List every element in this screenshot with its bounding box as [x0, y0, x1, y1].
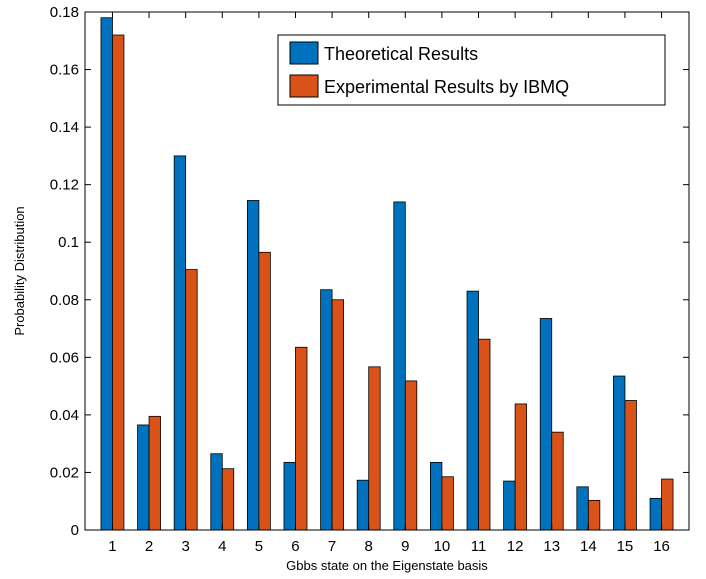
- y-tick-label: 0.02: [50, 464, 79, 481]
- bar-series2-cat13: [551, 431, 564, 531]
- y-tick-label: 0.04: [50, 407, 79, 424]
- x-tick-label: 8: [365, 538, 373, 555]
- bar-series1-cat16: [649, 497, 662, 531]
- bar-series1-cat8: [356, 479, 370, 531]
- x-tick-label: 12: [507, 538, 524, 555]
- x-tick-label: 7: [328, 538, 336, 555]
- bar-series2-cat15: [624, 400, 637, 531]
- y-tick-label: 0.14: [50, 119, 79, 136]
- x-tick-label: 3: [181, 538, 189, 555]
- bar-series1-cat5: [246, 200, 260, 531]
- legend-swatch-theoretical: [289, 41, 319, 65]
- bar-series1-cat1: [100, 17, 113, 531]
- bar-series2-cat7: [331, 299, 344, 531]
- bar-series1-cat10: [430, 461, 443, 531]
- x-tick-label: 2: [145, 538, 153, 555]
- bar-series1-cat9: [393, 201, 406, 531]
- legend: Theoretical Results Experimental Results…: [277, 34, 666, 106]
- bar-series1-cat6: [283, 461, 296, 531]
- bar-series1-cat2: [137, 424, 150, 531]
- bar-series1-cat11: [466, 290, 479, 531]
- legend-label-experimental: Experimental Results by IBMQ: [324, 77, 569, 97]
- ticks-layer: [85, 11, 689, 531]
- y-tick-label: 0.16: [50, 62, 79, 79]
- x-tick-label: 15: [617, 538, 634, 555]
- y-axis-title: Probability Distribution: [12, 206, 27, 335]
- bar-series2-cat16: [661, 478, 674, 531]
- bar-series2-cat10: [441, 476, 454, 531]
- x-tick-label: 13: [543, 538, 560, 555]
- x-tick-label: 11: [471, 538, 487, 555]
- y-tick-label: 0.1: [58, 234, 79, 251]
- y-tick-label: 0.06: [50, 349, 79, 366]
- bar-series2-cat12: [514, 403, 528, 531]
- y-tick-label: 0.08: [50, 292, 79, 309]
- x-tick-label: 6: [291, 538, 299, 555]
- bar-series2-cat9: [404, 380, 418, 531]
- bar-series1-cat15: [613, 375, 626, 531]
- legend-swatch-experimental: [289, 74, 319, 98]
- legend-label-theoretical: Theoretical Results: [324, 44, 478, 64]
- bar-series2-cat5: [258, 251, 271, 531]
- x-tick-label: 16: [653, 538, 670, 555]
- bar-series1-cat12: [503, 480, 516, 531]
- x-tick-label: 1: [108, 538, 116, 555]
- bar-series1-cat4: [210, 453, 223, 531]
- bar-series2-cat8: [368, 366, 381, 531]
- y-tick-label: 0.12: [50, 177, 79, 194]
- bar-series2-cat14: [587, 499, 601, 531]
- x-tick-label: 10: [434, 538, 451, 555]
- bar-series1-cat14: [576, 486, 589, 531]
- x-tick-label: 9: [401, 538, 409, 555]
- bar-series2-cat6: [295, 346, 308, 531]
- y-tick-labels: 0 0.02 0.04 0.06 0.08 0.1 0.12 0.14 0.16 0.18: [50, 4, 79, 539]
- plot-frame: [84, 11, 690, 531]
- x-tick-label: 5: [255, 538, 263, 555]
- x-axis-title: Gbbs state on the Eigenstate basis: [286, 558, 488, 573]
- bar-series2-cat1: [112, 34, 125, 531]
- bar-series1-cat7: [320, 289, 333, 531]
- bar-series2-cat11: [478, 338, 491, 531]
- x-tick-labels: 1 2 3 4 5 6 7 8 9 10 11 12 13 14 15 16: [108, 538, 670, 555]
- legend-box: [277, 34, 666, 106]
- x-tick-label: 4: [218, 538, 226, 555]
- bar-series2-cat4: [221, 468, 235, 531]
- bar-series1-cat3: [173, 155, 187, 531]
- y-tick-label: 0.18: [50, 4, 79, 21]
- x-tick-label: 14: [580, 538, 597, 555]
- bars-layer: [100, 17, 674, 531]
- bar-series1-cat13: [539, 318, 553, 531]
- y-tick-label: 0: [71, 522, 79, 539]
- bar-series2-cat3: [185, 269, 198, 531]
- bar-series2-cat2: [148, 415, 161, 531]
